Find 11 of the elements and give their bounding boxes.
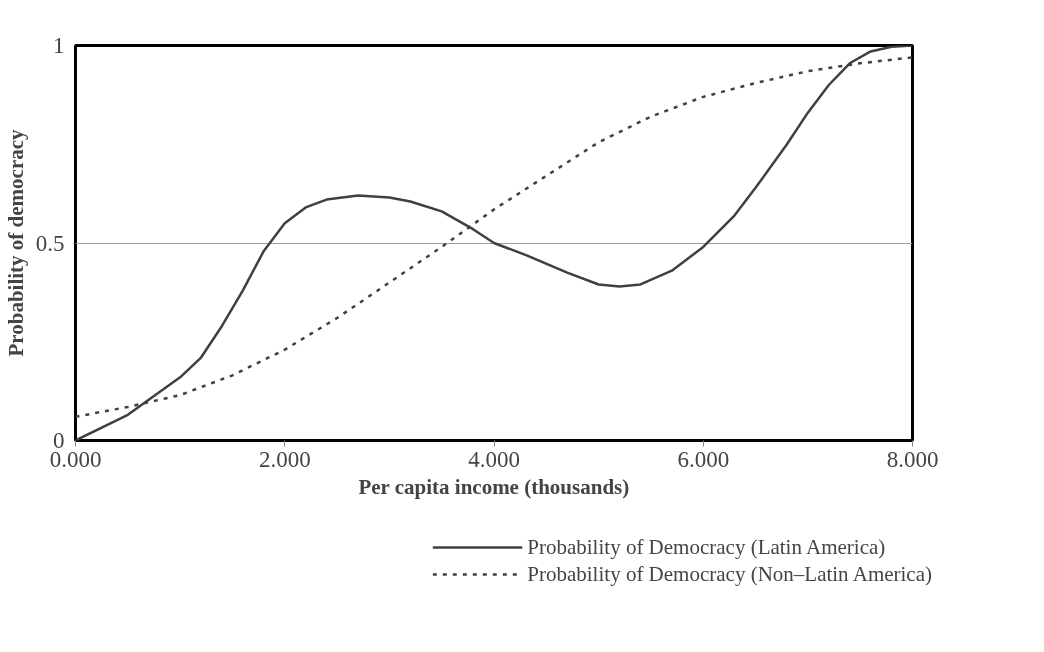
x-tick-label: 6.000 (677, 446, 730, 472)
y-tick-label: 0 (53, 428, 65, 453)
y-tick-label: 0.5 (35, 230, 65, 256)
legend-label: Probability of Democracy (Non–Latin America) (527, 561, 932, 587)
x-axis-title: Per capita income (thousands) (358, 474, 630, 499)
x-tick-label: 2.000 (258, 446, 311, 472)
legend-label: Probability of Democracy (Latin America) (527, 534, 886, 560)
x-tick-label: 8.000 (886, 446, 939, 472)
y-axis-title: Probability of democracy (3, 128, 28, 357)
y-tick-label: 1 (53, 33, 65, 58)
x-tick-label: 4.000 (468, 446, 520, 472)
